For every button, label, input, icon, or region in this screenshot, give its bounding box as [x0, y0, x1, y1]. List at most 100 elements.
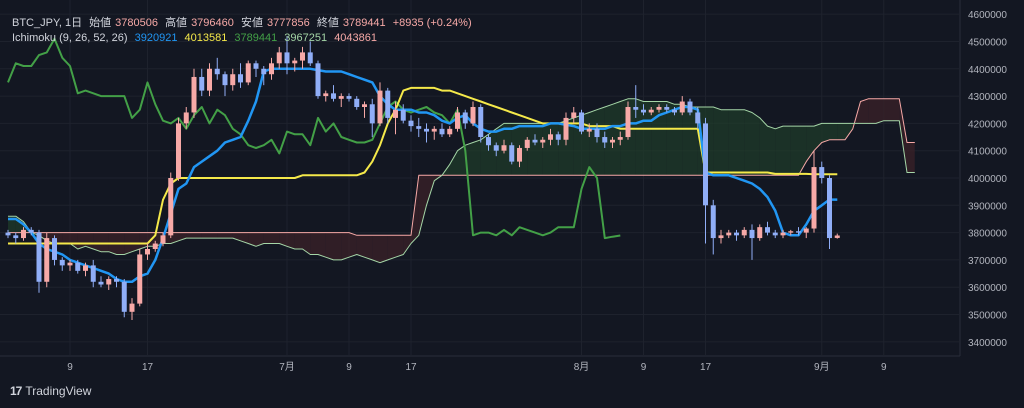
candle-body[interactable] [408, 120, 414, 127]
candle-body[interactable] [695, 112, 701, 124]
candle-body[interactable] [765, 227, 770, 233]
candle-body[interactable] [160, 235, 166, 244]
candle-body[interactable] [571, 112, 577, 118]
candle-body[interactable] [563, 117, 569, 140]
candle-body[interactable] [183, 112, 189, 124]
candle-body[interactable] [354, 98, 360, 107]
candle-body[interactable] [145, 249, 150, 255]
candle-body[interactable] [803, 228, 809, 233]
candle-body[interactable] [121, 281, 127, 312]
candle-body[interactable] [199, 76, 205, 91]
candle-body[interactable] [811, 167, 817, 229]
candle-body[interactable] [245, 63, 251, 83]
candle-body[interactable] [447, 128, 453, 135]
indicator-name[interactable]: Ichimoku (9, 26, 52, 26) [12, 32, 128, 44]
candle-body[interactable] [230, 74, 236, 86]
candle-body[interactable] [292, 60, 298, 64]
candle-body[interactable] [307, 52, 313, 64]
candle-body[interactable] [439, 128, 445, 135]
candle-body[interactable] [106, 279, 112, 285]
candle-body[interactable] [780, 232, 786, 236]
candle-body[interactable] [431, 128, 437, 132]
candle-body[interactable] [734, 232, 739, 236]
candle-body[interactable] [648, 109, 654, 113]
candle-body[interactable] [788, 231, 794, 233]
candle-body[interactable] [509, 145, 515, 162]
candle-body[interactable] [315, 63, 321, 97]
candle-body[interactable] [827, 178, 832, 239]
candle-body[interactable] [772, 232, 778, 236]
candle-body[interactable] [362, 104, 367, 107]
candle-body[interactable] [710, 205, 716, 239]
candle-body[interactable] [13, 235, 19, 239]
candle-body[interactable] [152, 243, 158, 249]
candle-body[interactable] [555, 134, 561, 140]
candle-body[interactable] [284, 52, 290, 64]
candle-body[interactable] [377, 90, 383, 124]
candle-body[interactable] [67, 262, 73, 266]
candle-body[interactable] [493, 145, 499, 151]
candle-body[interactable] [819, 167, 825, 178]
candle-body[interactable] [168, 178, 174, 236]
candle-body[interactable] [470, 107, 476, 124]
candle-body[interactable] [610, 139, 615, 143]
candle-body[interactable] [687, 101, 693, 113]
candle-body[interactable] [501, 145, 507, 151]
candle-body[interactable] [36, 232, 42, 282]
candle-body[interactable] [21, 229, 26, 239]
candle-body[interactable] [369, 104, 375, 124]
candle-body[interactable] [5, 232, 11, 236]
candle-body[interactable] [331, 93, 336, 99]
candle-body[interactable] [400, 109, 406, 121]
candle-body[interactable] [261, 68, 267, 75]
candle-body[interactable] [486, 137, 491, 146]
candle-body[interactable] [726, 232, 732, 236]
candle-body[interactable] [176, 123, 181, 178]
candle-body[interactable] [548, 134, 553, 140]
candle-body[interactable] [276, 52, 282, 64]
price-axis[interactable]: 3400000 3500000 3600000 3700000 3800000 39000… [968, 10, 1007, 349]
candle-body[interactable] [594, 128, 600, 138]
candle-body[interactable] [462, 112, 468, 124]
candle-body[interactable] [191, 76, 197, 113]
candle-body[interactable] [207, 68, 212, 91]
candle-body[interactable] [214, 68, 220, 75]
candle-body[interactable] [114, 279, 119, 282]
candle-body[interactable] [222, 74, 228, 86]
tradingview-logo[interactable]: 17 TradingView [10, 384, 91, 398]
candle-body[interactable] [625, 107, 631, 138]
candle-body[interactable] [749, 229, 755, 239]
candle-body[interactable] [238, 74, 243, 83]
candle-body[interactable] [75, 262, 81, 271]
candle-body[interactable] [137, 254, 143, 304]
candle-body[interactable] [757, 227, 763, 239]
candle-body[interactable] [540, 139, 546, 143]
candle-body[interactable] [586, 128, 592, 132]
symbol-label[interactable]: BTC_JPY, 1日 [12, 17, 83, 29]
candle-body[interactable] [323, 93, 329, 97]
candle-body[interactable] [52, 238, 57, 260]
candle-body[interactable] [718, 235, 724, 239]
candle-body[interactable] [478, 107, 484, 138]
candle-body[interactable] [524, 139, 530, 148]
candle-body[interactable] [98, 281, 104, 285]
candles[interactable] [5, 36, 840, 320]
candle-body[interactable] [83, 265, 88, 271]
candle-body[interactable] [385, 90, 391, 118]
candle-body[interactable] [129, 303, 135, 312]
candle-body[interactable] [455, 112, 460, 129]
candle-body[interactable] [679, 101, 685, 113]
candle-body[interactable] [579, 112, 584, 132]
candle-body[interactable] [602, 137, 608, 143]
candle-body[interactable] [346, 96, 352, 99]
candle-body[interactable] [796, 231, 801, 233]
candle-body[interactable] [741, 229, 747, 236]
candle-body[interactable] [703, 123, 708, 206]
time-axis[interactable]: 9 17 7月 9 17 8月 9 17 9月 9 [67, 361, 887, 373]
candle-body[interactable] [641, 109, 646, 113]
candle-body[interactable] [672, 109, 677, 113]
candle-body[interactable] [617, 137, 623, 140]
candle-body[interactable] [28, 229, 34, 233]
candle-body[interactable] [416, 126, 422, 129]
candle-body[interactable] [300, 52, 305, 61]
